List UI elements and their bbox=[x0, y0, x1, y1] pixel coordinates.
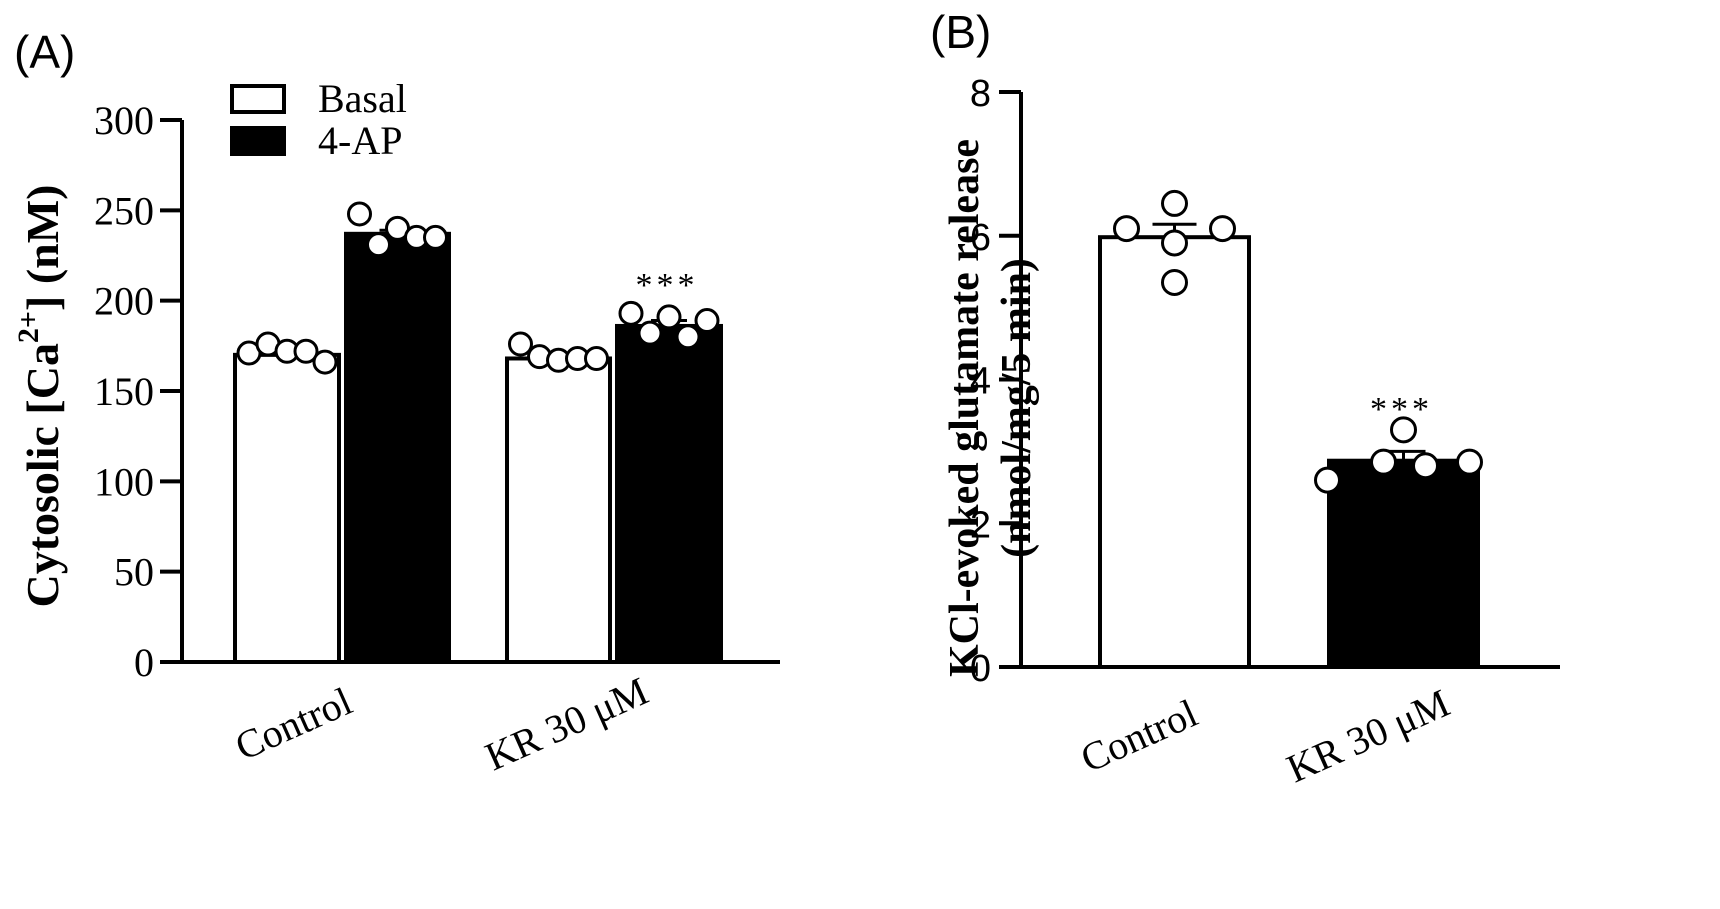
chart-a-bar bbox=[344, 231, 451, 664]
chart-b-y-tick-label: 8 bbox=[970, 73, 991, 115]
chart-a-data-point bbox=[694, 308, 720, 334]
chart-a-legend-label: Basal bbox=[318, 76, 407, 121]
chart-a-ylabel-tail: ] (nM) bbox=[17, 184, 68, 310]
chart-b-y-tick-label: 2 bbox=[970, 504, 991, 546]
chart-a-data-point bbox=[312, 349, 338, 375]
chart-b-data-point bbox=[1370, 448, 1397, 476]
chart-b-y-tick-label: 4 bbox=[970, 361, 991, 403]
chart-a-data-point bbox=[293, 338, 319, 364]
chart-a-category-label: KR 30 μM bbox=[479, 668, 655, 779]
chart-b-data-point bbox=[1390, 416, 1417, 444]
panel-b-label: (B) bbox=[930, 6, 991, 58]
chart-b: KCl-evoked glutamate release (nmol/mg/5 … bbox=[942, 73, 1560, 791]
chart-a-y-tick-label: 100 bbox=[94, 459, 154, 504]
chart-a-data-point bbox=[347, 201, 372, 227]
chart-b-category-label: Control bbox=[1074, 690, 1204, 781]
chart-a-bar bbox=[615, 323, 723, 664]
chart-a-legend-swatch bbox=[230, 84, 286, 114]
chart-a-y-tick-label: 150 bbox=[94, 369, 154, 414]
chart-b-data-point bbox=[1161, 268, 1188, 296]
chart-b-ylabel-line1: KCl-evoked glutamate release bbox=[942, 139, 988, 677]
chart-b-data-point bbox=[1113, 215, 1140, 243]
chart-a-y-axis-title: Cytosolic [Ca2+] (nM) bbox=[12, 184, 68, 607]
chart-b-data-point bbox=[1412, 452, 1439, 480]
chart-b-data-point bbox=[1314, 466, 1341, 494]
chart-b-ylabel-line2: (nmol/mg/5 min) bbox=[994, 258, 1040, 558]
chart-a-category-label: Control bbox=[229, 678, 359, 769]
chart-a-data-point bbox=[508, 331, 533, 357]
chart-a: Cytosolic [Ca2+] (nM) 0 50 100 150 200 250 300… bbox=[12, 76, 780, 779]
chart-a-y-tick-label: 50 bbox=[114, 550, 154, 595]
chart-a-significance-label: *** bbox=[636, 267, 699, 304]
chart-a-y-tick-label: 200 bbox=[94, 279, 154, 324]
chart-b-y-tick-label: 6 bbox=[970, 217, 991, 259]
chart-a-data-point bbox=[675, 324, 701, 350]
chart-a-data-point bbox=[584, 345, 609, 371]
chart-b-bar bbox=[1327, 458, 1480, 669]
chart-a-ylabel-sup: 2+ bbox=[12, 311, 45, 343]
chart-a-legend-label: 4-AP bbox=[318, 118, 402, 163]
chart-a-legend-swatch bbox=[230, 126, 286, 156]
chart-b-data-point bbox=[1161, 229, 1188, 257]
chart-a-data-point bbox=[618, 300, 644, 326]
chart-a-data-point bbox=[423, 224, 448, 250]
panel-a-label: (A) bbox=[14, 26, 75, 78]
chart-b-data-point bbox=[1209, 215, 1236, 243]
chart-b-y-tick-label: 0 bbox=[970, 648, 991, 690]
chart-b-bar bbox=[1098, 235, 1251, 669]
svg-text:Cytosolic [Ca2+] (nM): Cytosolic [Ca2+] (nM) bbox=[12, 184, 68, 607]
chart-b-data-point bbox=[1456, 448, 1483, 476]
chart-a-bar bbox=[233, 352, 341, 664]
chart-a-y-tick-label: 0 bbox=[134, 640, 154, 685]
chart-a-ylabel-main: Cytosolic [Ca bbox=[17, 343, 68, 607]
chart-a-y-tick-label: 250 bbox=[94, 188, 154, 233]
chart-a-data-point bbox=[637, 320, 663, 346]
chart-a-data-point bbox=[656, 304, 682, 330]
chart-b-data-point bbox=[1161, 189, 1188, 217]
chart-a-data-point bbox=[366, 232, 391, 258]
chart-b-category-label: KR 30 μM bbox=[1280, 680, 1456, 791]
chart-a-y-tick-label: 300 bbox=[94, 98, 154, 143]
chart-a-bar bbox=[505, 356, 612, 664]
